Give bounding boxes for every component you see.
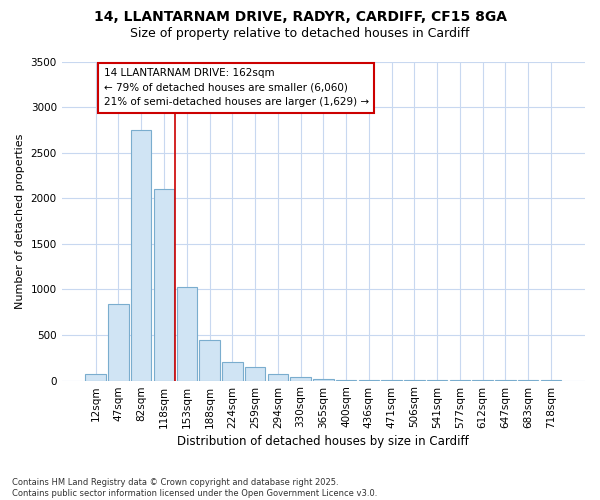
Text: 14, LLANTARNAM DRIVE, RADYR, CARDIFF, CF15 8GA: 14, LLANTARNAM DRIVE, RADYR, CARDIFF, CF… [94,10,506,24]
Text: 14 LLANTARNAM DRIVE: 162sqm
← 79% of detached houses are smaller (6,060)
21% of : 14 LLANTARNAM DRIVE: 162sqm ← 79% of det… [104,68,369,108]
Bar [176,286,197,380]
Bar [131,130,151,380]
Bar [108,304,129,380]
Text: Size of property relative to detached houses in Cardiff: Size of property relative to detached ho… [130,28,470,40]
Bar [313,378,334,380]
Bar [154,189,174,380]
Bar [199,340,220,380]
Y-axis label: Number of detached properties: Number of detached properties [15,134,25,308]
Bar [245,367,265,380]
Bar [268,374,288,380]
Bar [290,377,311,380]
Bar [85,374,106,380]
Bar [222,362,242,380]
X-axis label: Distribution of detached houses by size in Cardiff: Distribution of detached houses by size … [178,434,469,448]
Text: Contains HM Land Registry data © Crown copyright and database right 2025.
Contai: Contains HM Land Registry data © Crown c… [12,478,377,498]
